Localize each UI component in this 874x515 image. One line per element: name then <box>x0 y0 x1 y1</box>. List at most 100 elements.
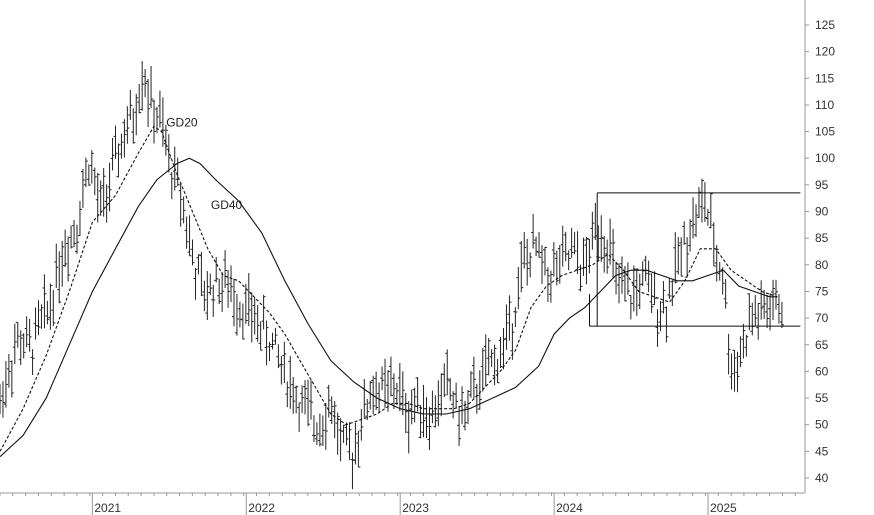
price-bar <box>338 418 343 462</box>
price-bar <box>699 178 704 223</box>
y-tick-label: 45 <box>815 444 829 458</box>
price-bar <box>320 415 325 446</box>
moving-averages <box>0 125 778 458</box>
price-bar <box>445 349 450 396</box>
price-bar <box>454 382 459 408</box>
price-bar <box>714 244 719 282</box>
price-bar <box>732 349 737 392</box>
price-bar <box>279 355 284 385</box>
price-bar <box>199 251 204 296</box>
price-bar <box>344 422 349 446</box>
price-bar <box>652 271 657 305</box>
price-bar <box>394 382 399 406</box>
price-bar <box>738 336 743 368</box>
price-bar <box>424 397 429 438</box>
price-bar <box>128 89 133 120</box>
y-tick-label: 55 <box>815 391 829 405</box>
price-bar <box>608 218 613 265</box>
price-bar <box>166 134 171 173</box>
price-bar <box>119 133 124 159</box>
price-bar <box>63 229 68 267</box>
price-bar <box>759 280 764 320</box>
price-bar <box>646 260 651 293</box>
price-bar <box>619 256 624 294</box>
price-bar <box>285 381 290 408</box>
x-tick-label: 2025 <box>710 501 737 515</box>
price-bar <box>217 278 222 305</box>
price-bar <box>599 215 604 262</box>
price-bar <box>359 408 364 441</box>
price-bar <box>383 358 388 408</box>
price-bar <box>243 283 248 324</box>
price-bar <box>575 231 580 274</box>
y-tick-label: 105 <box>815 125 835 139</box>
price-bar <box>205 271 210 321</box>
price-bar <box>587 238 592 274</box>
ma-label: GD40 <box>211 198 243 212</box>
price-bar <box>374 371 379 411</box>
price-bar <box>51 289 56 327</box>
price-bar <box>291 377 296 414</box>
price-bar <box>104 184 109 223</box>
price-bar <box>525 238 530 286</box>
price-bar <box>169 172 174 200</box>
price-bar <box>522 232 527 269</box>
price-bar <box>551 242 556 277</box>
price-bar <box>640 261 645 286</box>
price-bar <box>234 293 239 336</box>
price-bar <box>729 353 734 390</box>
price-bar <box>294 385 299 414</box>
price-bar <box>670 280 675 307</box>
price-bar <box>255 305 260 342</box>
axes: 40 45 50 55 60 65 70 75 80 85 90 95 100 105 110 115 120 1… <box>0 0 835 515</box>
price-bar <box>143 68 148 98</box>
price-bar <box>237 301 242 328</box>
price-bar <box>202 280 207 312</box>
price-bar <box>160 97 165 147</box>
price-bar <box>495 359 500 384</box>
price-bar <box>356 430 361 468</box>
price-bar <box>460 386 465 425</box>
price-bar <box>157 90 162 128</box>
price-bar <box>412 387 417 423</box>
y-tick-label: 80 <box>815 258 829 272</box>
price-bar <box>768 293 773 331</box>
price-bar <box>498 336 503 369</box>
price-bar <box>92 167 97 196</box>
price-bar <box>226 269 231 308</box>
price-bar <box>566 250 571 271</box>
price-bar <box>688 219 693 252</box>
price-bar <box>125 106 130 144</box>
price-bar <box>655 309 660 347</box>
price-bar <box>403 393 408 434</box>
price-bar <box>400 371 405 416</box>
price-bar <box>208 273 213 296</box>
price-bar <box>60 240 65 287</box>
price-bar <box>634 268 639 316</box>
price-bar <box>347 422 352 460</box>
price-bar <box>391 373 396 410</box>
price-bar <box>519 240 524 293</box>
price-bar <box>95 172 100 223</box>
price-bar <box>557 245 562 284</box>
price-bar <box>270 332 275 350</box>
y-tick-label: 115 <box>815 71 834 85</box>
price-bar <box>113 125 118 159</box>
price-bar <box>196 254 201 275</box>
price-bar <box>149 65 154 108</box>
price-bar <box>433 395 438 428</box>
ma-line-gd40 <box>0 157 778 458</box>
price-bar <box>45 300 50 325</box>
price-bar <box>741 323 746 359</box>
price-bar <box>303 380 308 415</box>
price-bar <box>711 222 716 267</box>
y-tick-label: 60 <box>815 364 829 378</box>
price-bar <box>771 279 776 321</box>
price-bar <box>457 405 462 447</box>
price-bar <box>323 403 328 450</box>
price-bar <box>223 250 228 289</box>
x-tick-label: 2022 <box>248 501 275 515</box>
price-bar <box>297 402 302 432</box>
price-bar <box>548 270 553 303</box>
price-bar <box>66 236 71 282</box>
